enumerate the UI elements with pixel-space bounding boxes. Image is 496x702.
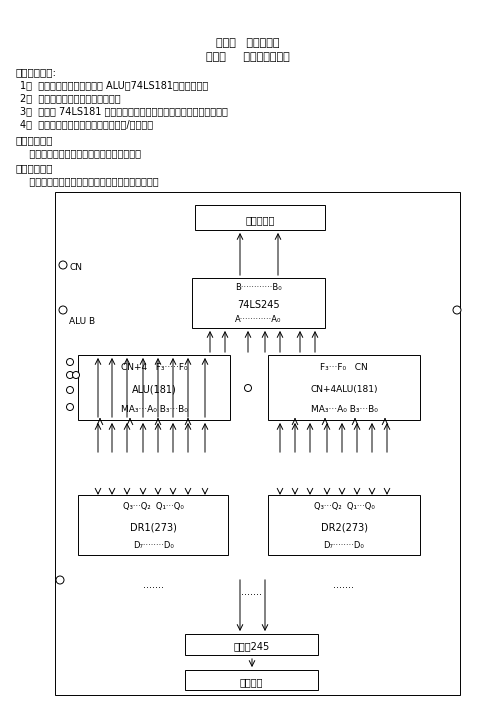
Bar [192, 278, 325, 328]
Text: 二、实验设备: 二、实验设备 [15, 135, 53, 145]
Bar [78, 355, 230, 420]
Text: 计算机组成原理实验仪一台，排线若干条。: 计算机组成原理实验仪一台，排线若干条。 [20, 148, 141, 158]
Text: A············A₀: A············A₀ [235, 315, 282, 324]
Text: 三、实验原理: 三、实验原理 [15, 163, 53, 173]
Text: 3．  验算由 74LS181 等组合逻辑电路组成的运算功能发生器运算功能: 3． 验算由 74LS181 等组合逻辑电路组成的运算功能发生器运算功能 [20, 106, 228, 116]
Circle shape [72, 371, 79, 378]
Text: ·······: ······· [142, 583, 164, 593]
Text: 4．  按给定数据，完成实验指定的算术/逻辑运算: 4． 按给定数据，完成实验指定的算术/逻辑运算 [20, 119, 153, 129]
Text: MA₃···A₀ B₃···B₀: MA₃···A₀ B₃···B₀ [310, 406, 377, 414]
Text: D₇········D₀: D₇········D₀ [132, 541, 174, 550]
Text: CN: CN [69, 263, 82, 272]
Circle shape [56, 576, 64, 584]
Text: Q₃···Q₂  Q₁···Q₀: Q₃···Q₂ Q₁···Q₀ [123, 503, 184, 512]
Circle shape [66, 371, 73, 378]
Text: F₃···F₀   CN: F₃···F₀ CN [320, 362, 368, 371]
Text: 一、实验目的:: 一、实验目的: [15, 67, 56, 77]
Text: DR2(273): DR2(273) [320, 522, 368, 532]
Bar [268, 355, 420, 420]
Circle shape [59, 306, 67, 314]
Circle shape [245, 385, 251, 392]
Text: 实验一   运算器实验: 实验一 运算器实验 [216, 38, 280, 48]
Text: D₇········D₀: D₇········D₀ [323, 541, 365, 550]
Bar [78, 495, 228, 555]
Text: 数据显示灯: 数据显示灯 [246, 216, 275, 225]
Text: 1．  掌握算术逻辑运算器单元 ALU（74LS181）的工作原理: 1． 掌握算术逻辑运算器单元 ALU（74LS181）的工作原理 [20, 80, 208, 90]
Text: （一）     算术逻辑运算器: （一） 算术逻辑运算器 [206, 52, 290, 62]
Bar [195, 205, 325, 230]
Circle shape [59, 261, 67, 269]
Bar [185, 634, 318, 655]
Text: Q₃···Q₂  Q₁···Q₀: Q₃···Q₂ Q₁···Q₀ [313, 503, 374, 512]
Text: 三态门245: 三态门245 [234, 642, 270, 651]
Text: B············B₀: B············B₀ [235, 284, 282, 293]
Text: ALU B: ALU B [69, 317, 95, 326]
Circle shape [453, 306, 461, 314]
Circle shape [66, 404, 73, 411]
Bar [55, 192, 460, 695]
Bar [185, 670, 318, 690]
Text: 2．  掌握简单运算器的数据传送通道: 2． 掌握简单运算器的数据传送通道 [20, 93, 121, 103]
Text: 数据开关: 数据开关 [240, 677, 263, 687]
Circle shape [66, 387, 73, 394]
Text: MA₃···A₀ B₃···B₀: MA₃···A₀ B₃···B₀ [121, 406, 187, 414]
Text: DR1(273): DR1(273) [129, 522, 177, 532]
Text: CN+4   F₃·····F₀: CN+4 F₃·····F₀ [121, 362, 187, 371]
Text: ALU(181): ALU(181) [131, 385, 177, 395]
Text: ·······: ······· [241, 590, 262, 600]
Circle shape [66, 359, 73, 366]
Text: 实验中所用的运算器数据通道电路如图１１所示。: 实验中所用的运算器数据通道电路如图１１所示。 [20, 176, 159, 186]
Text: ·······: ······· [333, 583, 355, 593]
Bar [268, 495, 420, 555]
Text: 74LS245: 74LS245 [237, 300, 280, 310]
Text: CN+4ALU(181): CN+4ALU(181) [310, 385, 378, 394]
